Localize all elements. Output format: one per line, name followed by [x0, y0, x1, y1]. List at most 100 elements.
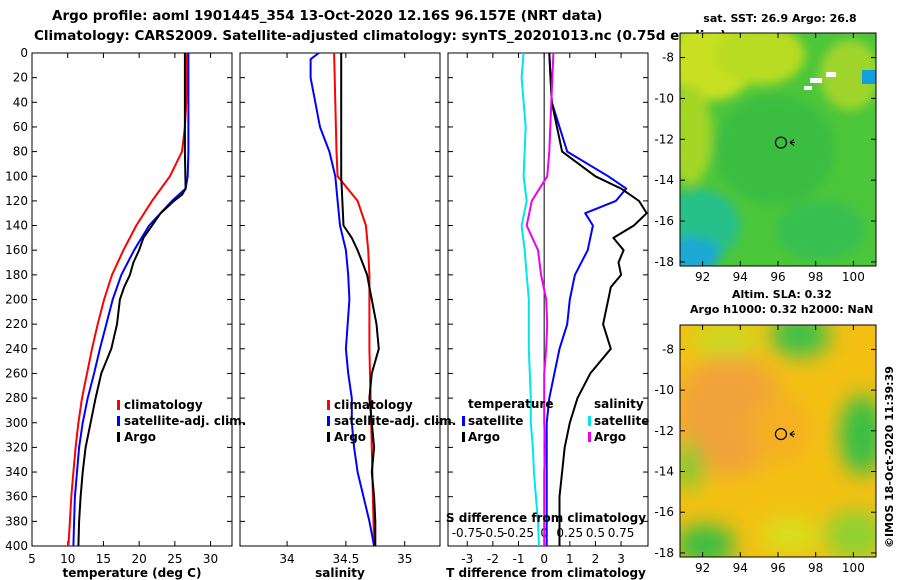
x2-tick-label: -0.75 — [452, 526, 483, 540]
legend-swatch-climatology — [327, 400, 330, 410]
map-x-tick-label: 92 — [695, 270, 710, 284]
y-tick-label: 300 — [5, 416, 28, 430]
temperature-xlabel: temperature (deg C) — [63, 566, 202, 580]
y-tick-label: 100 — [5, 169, 28, 183]
salinity-legend: climatology satellite-adj. clim. Argo — [327, 398, 456, 444]
legend-swatch-climatology — [117, 400, 120, 410]
x-tick-label: 34 — [279, 552, 294, 566]
x-tick-label: 5 — [28, 552, 36, 566]
legend-label-satellite: satellite-adj. clim. — [334, 414, 456, 428]
series-line-climatology — [333, 52, 376, 547]
map-x-tick-label: 94 — [733, 561, 748, 575]
legend-label-argo: Argo — [334, 430, 366, 444]
map-x-tick-label: 96 — [770, 270, 785, 284]
y-tick-label: 360 — [5, 490, 28, 504]
map-y-tick-label: -10 — [654, 91, 674, 105]
sla-map-field — [680, 325, 876, 557]
map-y-tick-label: -18 — [654, 546, 674, 560]
x-tick-label: 30 — [203, 552, 218, 566]
x2-tick-label: -0.25 — [503, 526, 534, 540]
x-tick-label: 3 — [617, 552, 625, 566]
temperature-panel — [31, 52, 233, 547]
legend-swatch-s-satellite — [588, 416, 591, 426]
legend-label-argo: Argo — [124, 430, 156, 444]
y-tick-label: 320 — [5, 440, 28, 454]
x-tick-label: 2 — [592, 552, 600, 566]
y-tick-label: 400 — [5, 539, 28, 553]
sst-map-axes: 92 94 96 98 100 -8 -10 -12 -14 -16 -18 — [654, 33, 876, 284]
map-y-tick-label: -18 — [654, 255, 674, 269]
legend-title-temperature: temperature — [468, 397, 553, 411]
t-diff-xlabel: T difference from climatology — [446, 566, 646, 580]
legend-label-climatology: climatology — [334, 398, 413, 412]
x-tick-label: 25 — [167, 552, 182, 566]
y-tick-label: 0 — [20, 46, 28, 60]
x-tick-label: -2 — [487, 552, 499, 566]
series-line-climatology — [67, 52, 188, 547]
argo-position-marker — [774, 136, 788, 149]
legend-swatch-satellite — [117, 416, 120, 426]
map-y-tick-label: -12 — [654, 132, 674, 146]
y-tick-label: 120 — [5, 194, 28, 208]
y-tick-label: 280 — [5, 391, 28, 405]
legend-label-s-argo: Argo — [594, 430, 626, 444]
y-tick-label: 20 — [13, 71, 28, 85]
y-tick-label: 160 — [5, 243, 28, 257]
y-tick-label: 140 — [5, 219, 28, 233]
legend-swatch-t-satellite — [462, 416, 465, 426]
x2-tick-label: 0.25 — [556, 526, 583, 540]
map-x-tick-label: 98 — [808, 561, 823, 575]
sla-map-axes: 92 94 96 98 100 -8 -10 -12 -14 -16 -18 — [654, 325, 876, 575]
imos-watermark: ©IMOS 18-Oct-2020 11:39:39 — [883, 366, 896, 548]
legend-label-t-satellite: satellite — [468, 414, 523, 428]
y-tick-label: 60 — [13, 120, 28, 134]
x-tick-label: -1 — [513, 552, 525, 566]
legend-label-t-argo: Argo — [468, 430, 500, 444]
salinity-panel — [239, 52, 441, 547]
x-tick-label: 1 — [566, 552, 574, 566]
map-x-tick-label: 100 — [842, 561, 865, 575]
x-tick-label: 15 — [96, 552, 111, 566]
y-tick-label: 380 — [5, 514, 28, 528]
sla-map-title-line2: Argo h1000: 0.32 h2000: NaN — [690, 303, 873, 316]
figure-title-line2: Climatology: CARS2009. Satellite-adjuste… — [34, 28, 726, 44]
legend-swatch-s-argo — [588, 432, 591, 442]
temperature-plot: 0 20 40 60 80 100 120 140 160 180 200 220 240 260 280 3… — [5, 46, 232, 566]
legend-title-salinity: salinity — [594, 397, 644, 411]
series-line-t-satellite — [545, 52, 628, 546]
difference-legend-salinity: salinity satellite Argo — [588, 397, 649, 444]
map-y-tick-label: -8 — [662, 51, 674, 65]
series-line-t-argo — [548, 52, 648, 546]
map-y-tick-label: -16 — [654, 214, 674, 228]
figure-title-line1: Argo profile: aoml 1901445_354 13-Oct-20… — [52, 8, 602, 24]
y-tick-label: 340 — [5, 465, 28, 479]
legend-swatch-argo — [327, 432, 330, 442]
x2-tick-label: 0.5 — [586, 526, 605, 540]
difference-legend-temperature: temperature satellite Argo — [462, 397, 553, 444]
argo-drift-arrow-icon — [789, 139, 795, 146]
map-y-tick-label: -12 — [654, 424, 674, 438]
y-tick-label: 200 — [5, 293, 28, 307]
sst-map-field — [680, 33, 876, 266]
sst-map-title: sat. SST: 26.9 Argo: 26.8 — [703, 12, 856, 25]
salinity-xlabel: salinity — [315, 566, 365, 580]
series-line-satellite-adj-clim — [72, 53, 190, 547]
x-tick-label: -3 — [461, 552, 473, 566]
x2-tick-label: -0.5 — [481, 526, 504, 540]
map-x-tick-label: 92 — [695, 561, 710, 575]
map-x-tick-label: 100 — [842, 270, 865, 284]
y-tick-label: 40 — [13, 95, 28, 109]
series-line-argo — [77, 53, 187, 547]
map-x-tick-label: 96 — [770, 561, 785, 575]
legend-swatch-argo — [117, 432, 120, 442]
difference-panel — [447, 52, 649, 547]
y-tick-label: 240 — [5, 342, 28, 356]
argo-drift-arrow-icon — [789, 430, 795, 438]
x-tick-label: 10 — [60, 552, 75, 566]
map-y-tick-label: -10 — [654, 383, 674, 397]
legend-label-climatology: climatology — [124, 398, 203, 412]
temperature-legend: climatology satellite-adj. clim. Argo — [117, 398, 246, 444]
difference-plot: -3 -2 -1 0 1 2 3-0.75-0.5-0.25 0 0.25 0.5 0.75 — [448, 52, 648, 566]
y-tick-label: 180 — [5, 268, 28, 282]
